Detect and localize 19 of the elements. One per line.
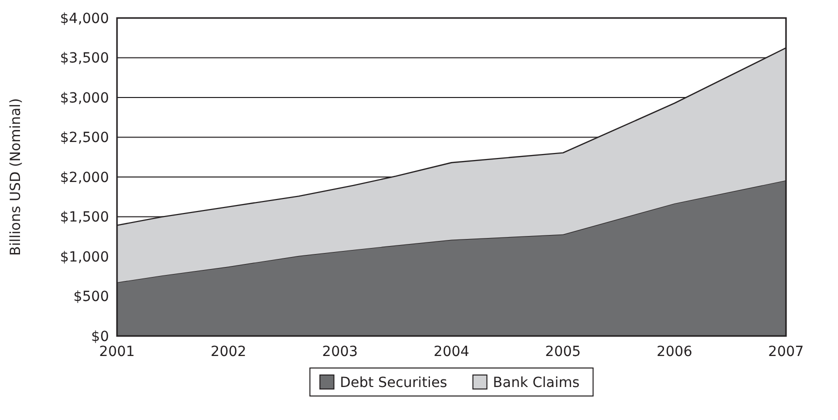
- x-tick-label: 2002: [210, 344, 246, 360]
- y-tick-label: $2,000: [60, 170, 109, 186]
- x-tick-label: 2003: [322, 344, 358, 360]
- y-tick-label: $1,000: [60, 249, 109, 266]
- y-tick-label: $1,500: [60, 210, 109, 226]
- x-tick-label: 2006: [656, 344, 692, 360]
- y-tick-label: $3,500: [60, 50, 109, 67]
- y-tick-label: $3,000: [60, 90, 109, 106]
- x-tick-label: 2001: [99, 344, 135, 360]
- y-tick-label: $4,000: [60, 10, 109, 27]
- y-tick-label: $2,500: [60, 130, 109, 146]
- x-tick-label: 2005: [545, 344, 581, 360]
- y-tick-label: $500: [73, 289, 109, 306]
- legend-label: Bank Claims: [492, 374, 580, 391]
- y-axis-title: Billions USD (Nominal): [8, 98, 24, 256]
- x-tick-label: 2007: [768, 344, 804, 360]
- y-tick-label: $0: [91, 328, 109, 345]
- legend-label: Debt Securities: [340, 374, 448, 391]
- x-tick-label: 2004: [434, 344, 470, 360]
